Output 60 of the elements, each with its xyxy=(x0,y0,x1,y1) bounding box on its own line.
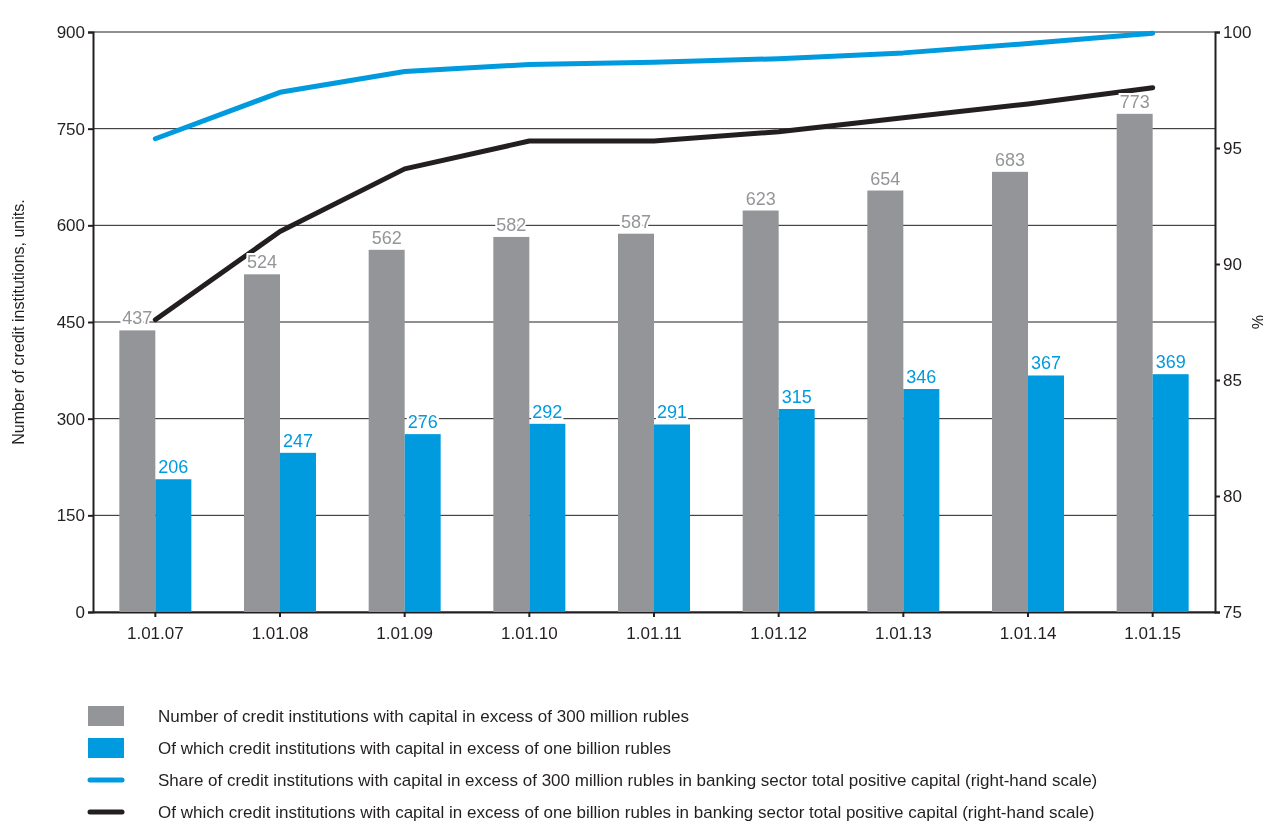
bar xyxy=(618,233,654,612)
data-label: 773 xyxy=(1119,91,1150,112)
bar xyxy=(368,249,405,612)
x-tick-label: 1.01.12 xyxy=(750,623,808,643)
y-tick-label: 900 xyxy=(56,22,85,42)
legend-label: Of which credit institutions with capital in excess of one billion rubles in banking sector total positive capital (right-hand scale) xyxy=(158,803,1095,821)
bar xyxy=(1028,375,1064,612)
legend-label: Share of credit institutions with capital in excess of 300 million rubles in banking sector total positive capital (right-hand scale) xyxy=(158,771,1098,790)
bar xyxy=(992,171,1028,612)
y-tick-label: 750 xyxy=(56,119,85,139)
y-tick-label: 0 xyxy=(75,602,85,622)
y2-tick-label: 80 xyxy=(1223,486,1242,506)
data-label: 524 xyxy=(246,252,278,273)
y2-tick-label: 90 xyxy=(1223,254,1242,274)
y2-tick-label: 75 xyxy=(1223,602,1242,622)
bar xyxy=(244,274,280,612)
data-label: 683 xyxy=(994,149,1026,170)
x-tick-label: 1.01.11 xyxy=(626,623,682,643)
x-tick-label: 1.01.08 xyxy=(251,623,309,643)
data-label: 623 xyxy=(745,188,776,209)
data-label: 206 xyxy=(158,457,189,478)
data-label: 346 xyxy=(906,367,937,388)
x-tick-label: 1.01.14 xyxy=(999,623,1057,643)
legend-label: Of which credit institutions with capital in excess of one billion rubles xyxy=(158,739,672,758)
y2-tick-label: 85 xyxy=(1223,370,1242,390)
bar xyxy=(903,389,940,612)
legend-label: Number of credit institutions with capital in excess of 300 million rubles xyxy=(158,707,690,726)
bar xyxy=(280,452,316,612)
bar xyxy=(493,236,530,612)
bar xyxy=(654,424,690,612)
bar xyxy=(1116,113,1153,612)
x-tick-label: 1.01.13 xyxy=(874,623,932,643)
x-tick-label: 1.01.15 xyxy=(1124,623,1182,643)
bar xyxy=(742,210,779,612)
x-tick-label: 1.01.10 xyxy=(500,623,558,643)
bar xyxy=(529,423,566,612)
data-label: 291 xyxy=(656,402,688,423)
y-tick-label: 450 xyxy=(56,312,85,332)
data-label: 562 xyxy=(371,227,402,248)
y-tick-label: 600 xyxy=(56,216,85,236)
y2-tick-label: 100 xyxy=(1223,22,1252,42)
y2-tick-label: 95 xyxy=(1223,138,1242,158)
bar xyxy=(778,409,815,612)
y2-axis-title: % xyxy=(1249,314,1263,330)
data-label: 654 xyxy=(870,168,901,189)
bar xyxy=(867,190,904,612)
data-label: 369 xyxy=(1155,352,1186,373)
x-tick-label: 1.01.07 xyxy=(126,623,184,643)
bar xyxy=(404,434,441,612)
data-label: 367 xyxy=(1030,353,1062,374)
x-tick-label: 1.01.09 xyxy=(376,623,434,643)
data-label: 247 xyxy=(282,430,314,451)
bar xyxy=(119,330,156,612)
data-label: 315 xyxy=(781,387,812,407)
bar xyxy=(1152,374,1189,612)
data-label: 292 xyxy=(532,401,563,422)
y-axis-title: Number of credit institutions, units. xyxy=(10,199,27,445)
y-tick-label: 300 xyxy=(56,409,85,429)
bar xyxy=(155,479,192,612)
y-tick-label: 150 xyxy=(56,506,85,526)
